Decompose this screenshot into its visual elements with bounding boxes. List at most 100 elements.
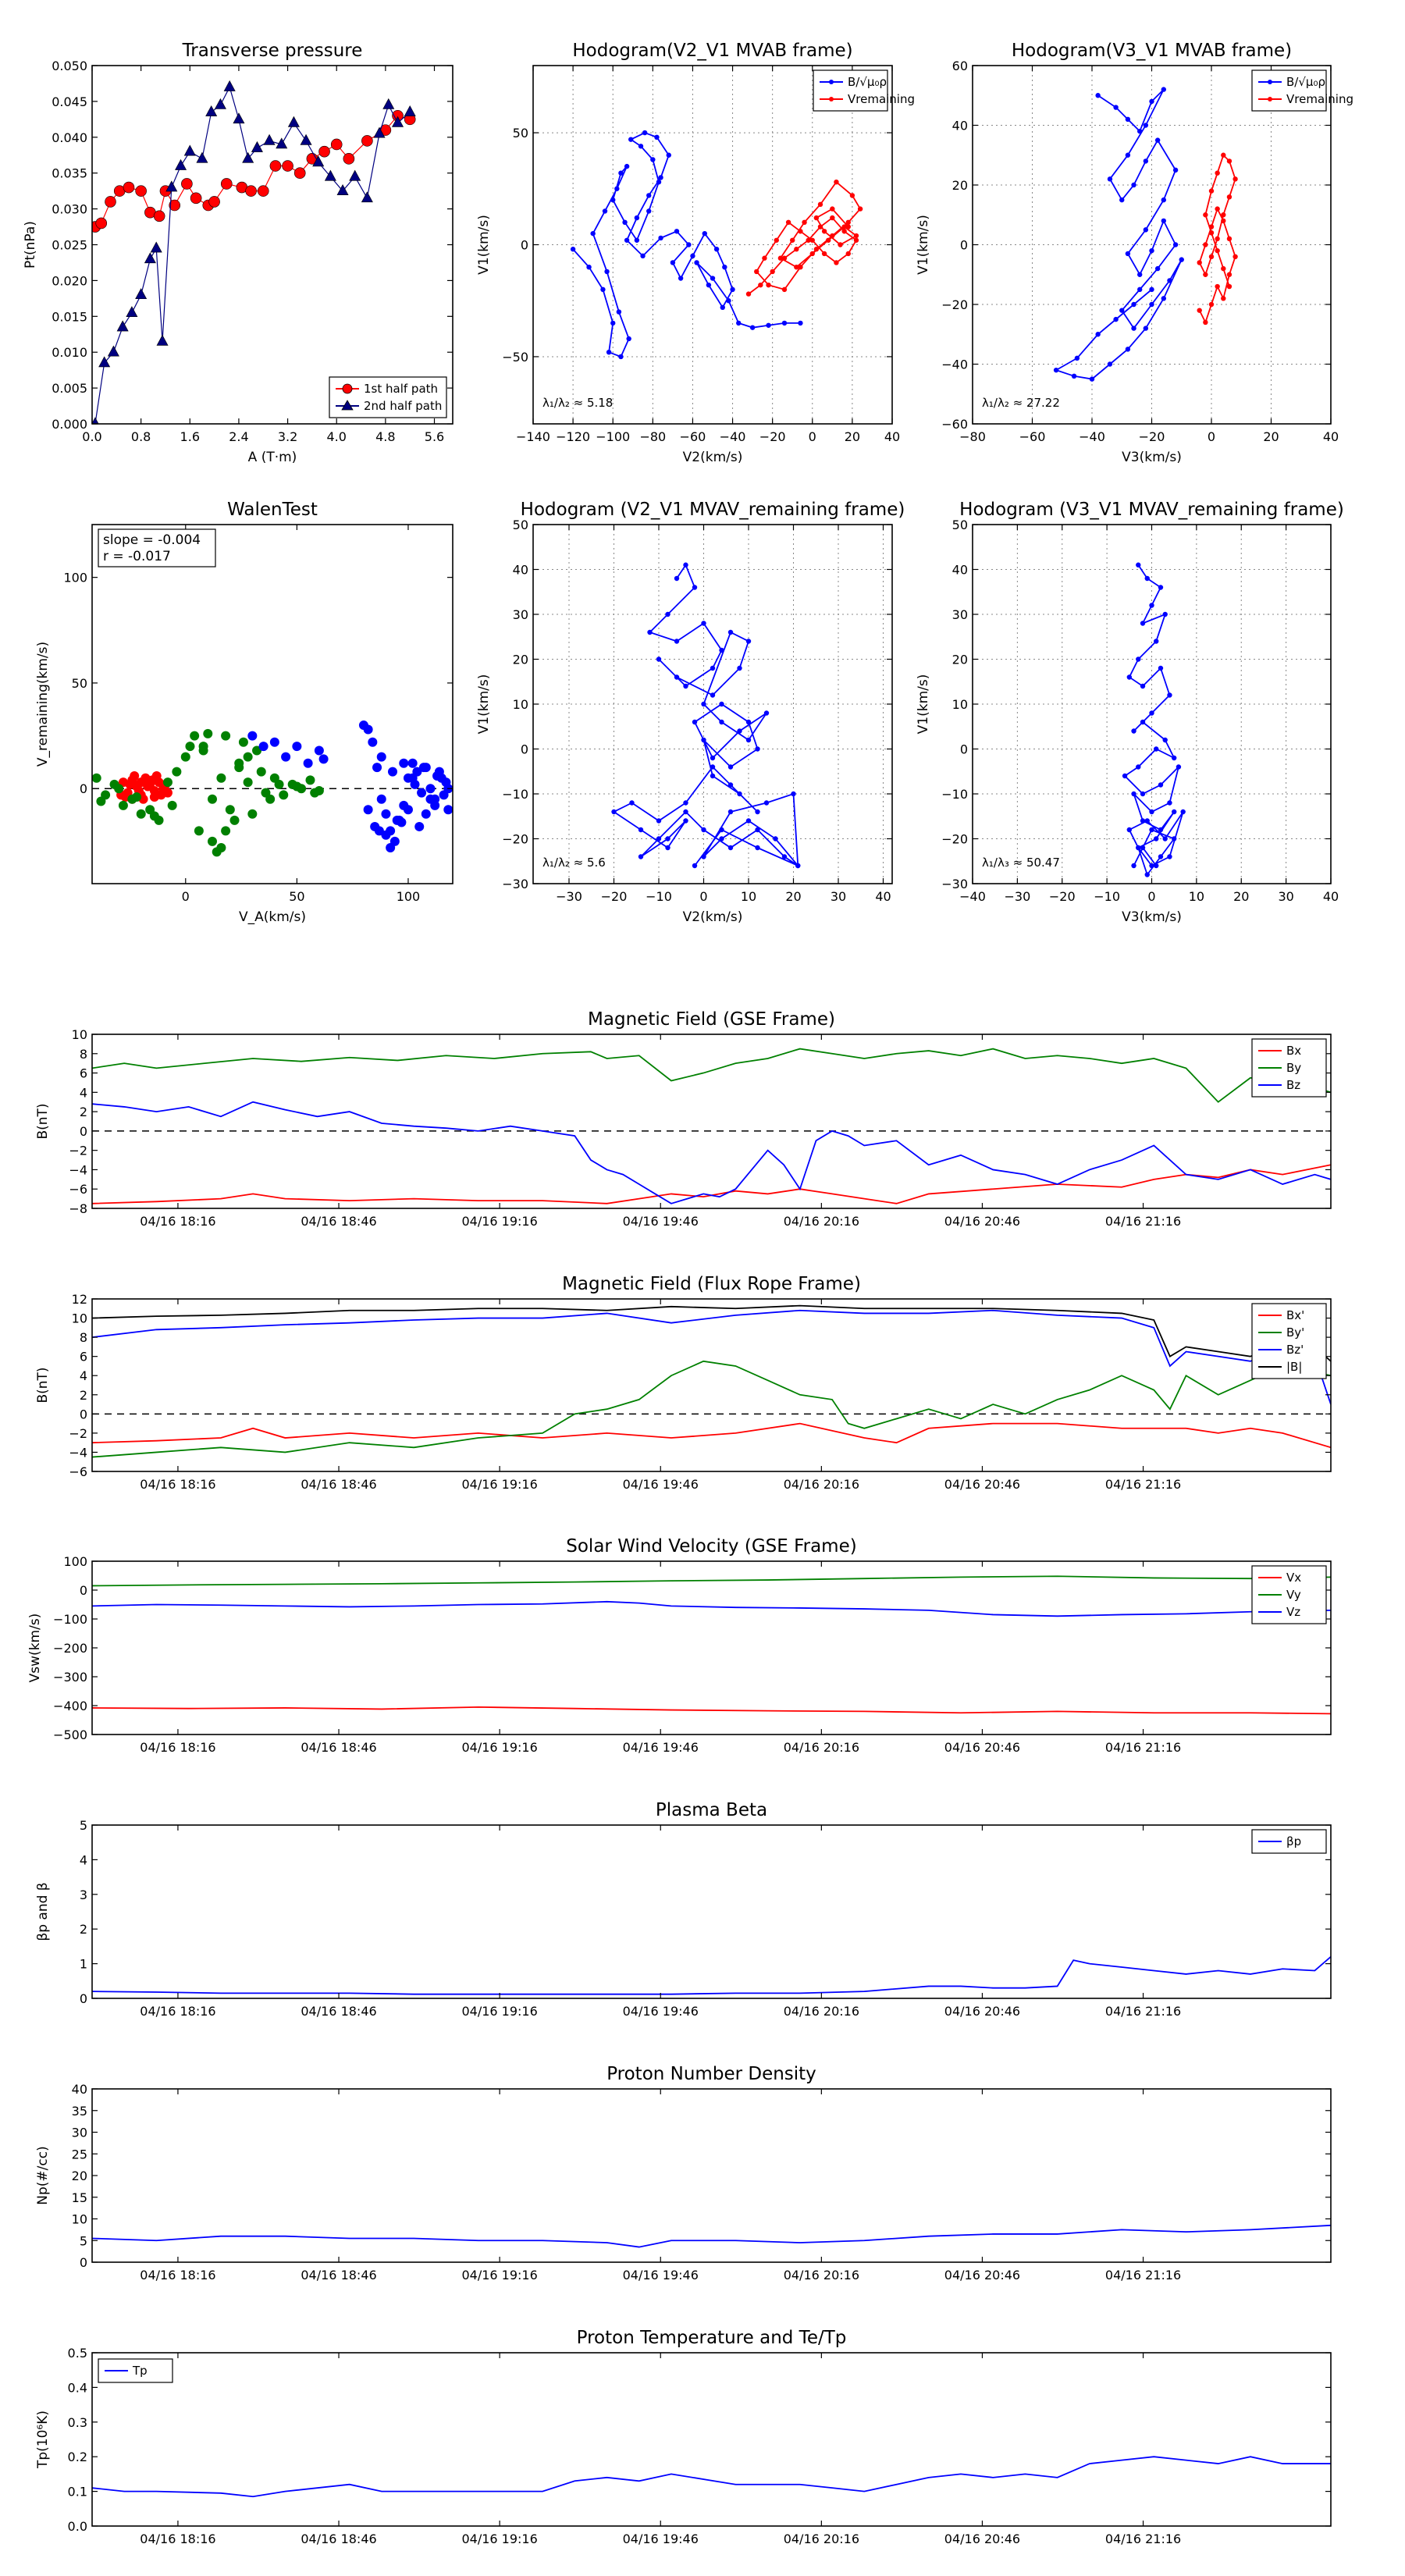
data-point	[216, 773, 226, 783]
data-point	[745, 291, 752, 297]
series-line-0	[92, 1422, 1331, 1449]
legend-label: 1st half path	[364, 382, 438, 396]
stats-line: r = -0.017	[103, 549, 171, 564]
legend-item: Vremaining	[1258, 92, 1353, 106]
data-point	[1149, 809, 1154, 815]
data-point	[1143, 227, 1149, 233]
data-point	[727, 629, 734, 635]
data-point	[1158, 585, 1164, 590]
y-tick-label: −2	[69, 1144, 87, 1158]
data-point	[180, 752, 190, 762]
data-point	[324, 169, 336, 181]
data-point	[1172, 167, 1179, 173]
data-point	[279, 790, 289, 800]
series-line-0	[92, 1956, 1331, 1995]
y-tick-label: 10	[72, 2212, 87, 2227]
plot-area	[92, 1956, 1331, 1995]
y-axis-label: Vsw(km/s)	[27, 1614, 43, 1683]
data-point	[1107, 361, 1113, 367]
chart-h3: Hodogram (V2_V1 MVAV_remaining frame) −30…	[476, 500, 905, 925]
y-tick-label: 50	[513, 126, 528, 141]
data-point	[790, 237, 795, 243]
series-line-1	[92, 1575, 1331, 1587]
legend-label: B/√μ₀ρ	[848, 75, 887, 89]
x-tick-label: 04/16 19:46	[623, 2268, 699, 2282]
data-point	[92, 773, 101, 783]
data-point	[754, 269, 759, 275]
legend-item: By	[1258, 1061, 1301, 1075]
data-point	[118, 800, 128, 810]
data-point	[1203, 212, 1208, 218]
y-tick-label: 30	[513, 607, 528, 622]
data-point	[1149, 247, 1154, 254]
data-point	[318, 145, 330, 158]
data-point	[1221, 152, 1226, 158]
data-point	[656, 836, 662, 841]
y-tick-label: 6	[80, 1350, 87, 1364]
x-tick-label: 20	[1263, 429, 1279, 444]
data-point	[674, 674, 680, 680]
y-tick-label: 0.015	[52, 309, 87, 324]
data-point	[130, 771, 140, 781]
y-axis-label: Pt(nPa)	[23, 221, 38, 269]
y-tick-label: 10	[952, 697, 968, 712]
x-tick-label: 04/16 20:46	[944, 1740, 1020, 1755]
data-point	[252, 745, 262, 756]
y-tick-label: −4	[69, 1445, 87, 1460]
y-tick-label: 20	[952, 653, 968, 667]
x-tick-label: 3.2	[278, 429, 297, 444]
data-point	[1161, 197, 1167, 203]
data-point	[690, 253, 695, 259]
plot-area	[92, 2456, 1331, 2498]
data-point	[269, 160, 282, 172]
x-tick-label: 04/16 21:16	[1105, 2532, 1181, 2546]
y-tick-label: 0.050	[52, 59, 87, 73]
data-point	[755, 827, 760, 833]
data-point	[441, 777, 451, 788]
data-point	[1226, 194, 1232, 200]
data-point	[363, 724, 373, 735]
series-line-2	[92, 1309, 1331, 1405]
legend-box	[1251, 69, 1327, 112]
data-point	[1125, 347, 1131, 352]
x-tick-label: 04/16 18:16	[140, 2532, 215, 2546]
data-point	[292, 742, 302, 752]
x-tick-label: 20	[845, 429, 860, 444]
x-tick-label: 0	[1147, 889, 1155, 904]
data-point	[421, 809, 431, 819]
y-tick-label: 0.045	[52, 94, 87, 109]
axes-frame	[91, 1298, 1332, 1472]
x-tick-label: 04/16 19:46	[623, 2532, 699, 2546]
data-point	[1137, 286, 1143, 293]
data-point	[116, 320, 129, 332]
legend-label: Vz	[1286, 1605, 1300, 1619]
data-point	[794, 264, 799, 270]
y-tick-label: 0.010	[52, 345, 87, 360]
data-point	[414, 821, 425, 831]
y-tick-label: 0.000	[52, 417, 87, 432]
data-point	[430, 800, 440, 810]
data-point	[1215, 283, 1220, 290]
data-point	[1203, 242, 1208, 247]
data-point	[208, 836, 217, 846]
data-point	[190, 192, 202, 205]
data-point	[399, 758, 409, 768]
data-point	[373, 126, 386, 138]
data-point	[683, 562, 688, 568]
data-point	[382, 98, 395, 109]
data-point	[614, 186, 620, 191]
data-point	[221, 826, 231, 836]
data-point	[1180, 809, 1186, 815]
series-line-1	[92, 1048, 1331, 1103]
data-point	[770, 269, 775, 275]
x-tick-label: 4.8	[375, 429, 395, 444]
ratio-annotation: λ₁/λ₂ ≈ 5.6	[542, 856, 606, 870]
data-point	[1095, 93, 1101, 98]
y-tick-label: 0	[80, 781, 87, 796]
data-point	[604, 269, 610, 275]
data-point	[1149, 827, 1154, 833]
y-tick-label: 30	[952, 607, 968, 622]
y-tick-label: 1	[80, 1957, 87, 1972]
chart-h1: Hodogram(V2_V1 MVAB frame) −140 −120 −100 −8…	[476, 41, 915, 465]
data-point	[1197, 308, 1202, 313]
